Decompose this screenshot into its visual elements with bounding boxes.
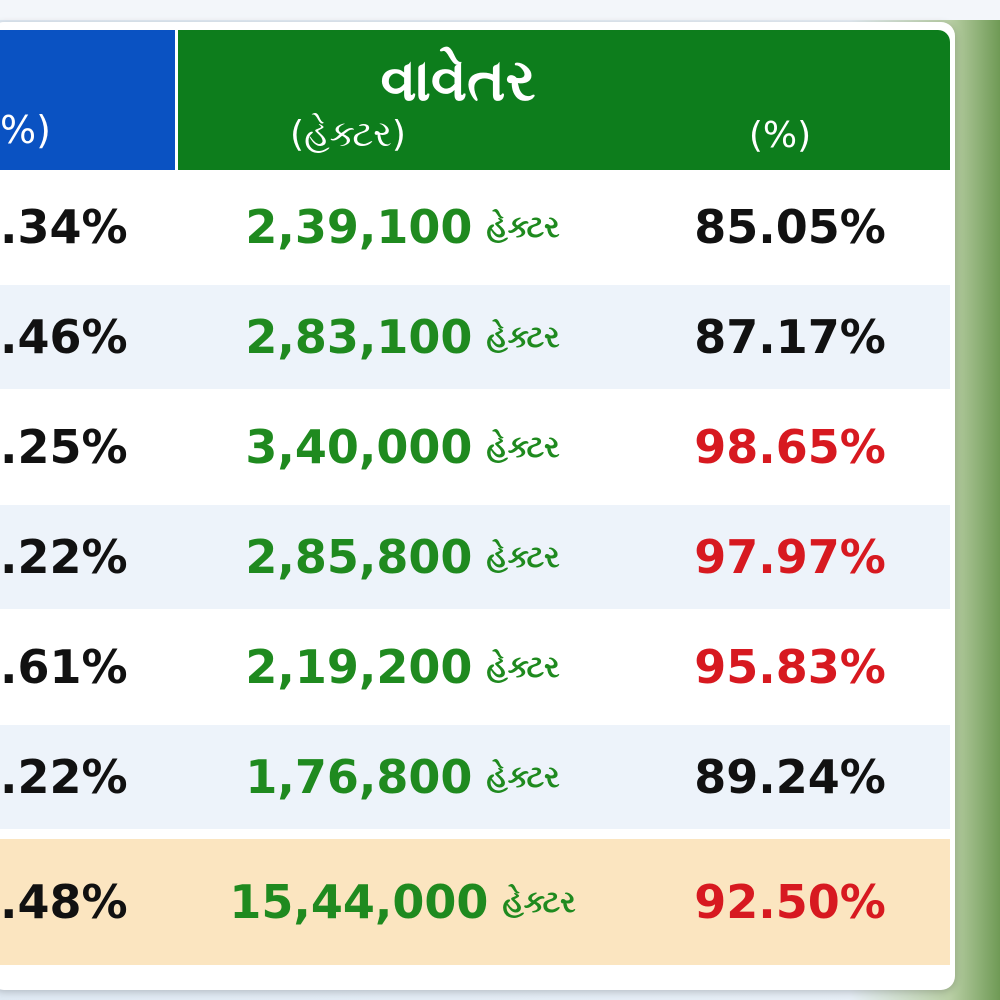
area-value: 2,85,800	[245, 530, 473, 584]
percent-cell: 89.24%	[630, 725, 950, 829]
header-title: વાવેતર	[380, 45, 536, 114]
area-value: 3,40,000	[245, 420, 473, 474]
area-value: 2,19,200	[245, 640, 473, 694]
area-unit: હેક્ટર	[486, 539, 560, 575]
area-unit: હેક્ટર	[486, 209, 560, 245]
area-unit: હેક્ટર	[486, 649, 560, 685]
left-cell: .22%	[0, 505, 175, 609]
green-header	[178, 30, 950, 170]
area-unit: હેક્ટર	[486, 429, 560, 465]
area-unit: હેક્ટર	[486, 319, 560, 355]
left-header-text: %)	[0, 108, 51, 152]
left-cell: .61%	[0, 615, 175, 719]
area-cell: 3,40,000 હેક્ટર	[180, 395, 625, 499]
area-value: 1,76,800	[245, 750, 473, 804]
left-cell: .48%	[0, 839, 175, 965]
percent-cell: 98.65%	[630, 395, 950, 499]
left-cell: .22%	[0, 725, 175, 829]
area-cell: 2,19,200 હેક્ટર	[180, 615, 625, 719]
area-value: 15,44,000	[229, 875, 489, 929]
area-cell: 2,85,800 હેક્ટર	[180, 505, 625, 609]
percent-cell: 85.05%	[630, 175, 950, 279]
percent-cell: 92.50%	[630, 839, 950, 965]
area-cell: 15,44,000 હેક્ટર	[180, 839, 625, 965]
percent-cell: 95.83%	[630, 615, 950, 719]
area-value: 2,83,100	[245, 310, 473, 364]
left-cell: .25%	[0, 395, 175, 499]
area-cell: 1,76,800 હેક્ટર	[180, 725, 625, 829]
header-sub-percent: (%)	[748, 114, 812, 156]
area-cell: 2,39,100 હેક્ટર	[180, 175, 625, 279]
percent-cell: 87.17%	[630, 285, 950, 389]
header-sub-area: (હેક્ટર)	[290, 114, 406, 155]
percent-cell: 97.97%	[630, 505, 950, 609]
left-header: %)	[0, 30, 175, 170]
left-cell: .34%	[0, 175, 175, 279]
area-unit: હેક્ટર	[502, 884, 576, 920]
top-strip	[0, 0, 1000, 20]
area-value: 2,39,100	[245, 200, 473, 254]
area-unit: હેક્ટર	[486, 759, 560, 795]
left-cell: .46%	[0, 285, 175, 389]
area-cell: 2,83,100 હેક્ટર	[180, 285, 625, 389]
